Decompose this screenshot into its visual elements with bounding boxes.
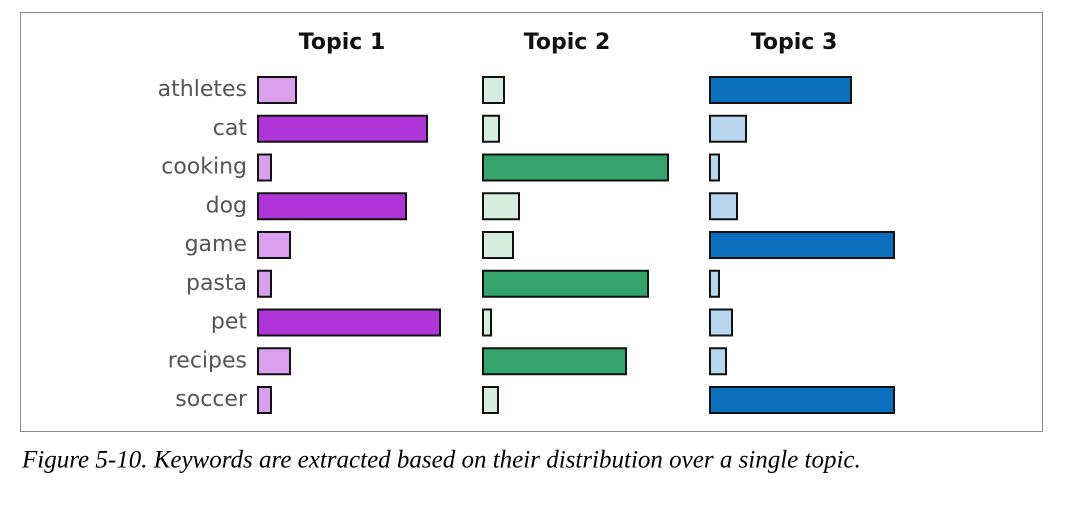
category-label: recipes: [168, 348, 247, 373]
bar: [257, 347, 291, 376]
panel-title: Topic 2: [524, 30, 611, 55]
frame: [20, 12, 1043, 432]
bar: [709, 231, 895, 259]
category-label: soccer: [175, 387, 248, 412]
bar: [482, 231, 514, 259]
category-label: dog: [206, 193, 247, 218]
bar: [257, 114, 428, 143]
category-label: pet: [211, 310, 248, 335]
bar: [257, 192, 407, 221]
bar: [482, 76, 505, 104]
bar: [482, 114, 500, 143]
bar: [482, 347, 627, 376]
bar: [709, 192, 738, 221]
bar: [257, 386, 272, 414]
bar: [709, 114, 747, 143]
bar: [709, 153, 720, 182]
bar: [482, 308, 492, 337]
category-label: game: [185, 232, 247, 257]
category-label: athletes: [158, 77, 247, 102]
bar: [482, 386, 499, 414]
bar: [257, 231, 291, 259]
caption: Figure 5-10. Keywords are extracted base…: [21, 447, 861, 474]
bar: [482, 192, 520, 221]
bar: [257, 269, 272, 298]
panel-title: Topic 1: [299, 30, 386, 55]
bar: [482, 269, 649, 298]
bar: [257, 153, 272, 182]
bar: [709, 347, 727, 376]
category-label: pasta: [186, 271, 247, 296]
category-label: cooking: [161, 155, 247, 180]
bar: [709, 269, 720, 298]
bar: [709, 76, 852, 104]
category-label: cat: [213, 116, 248, 141]
bar: [482, 153, 669, 182]
bar: [709, 386, 895, 414]
panel-title: Topic 3: [751, 30, 838, 55]
bar: [257, 76, 297, 104]
bar: [709, 308, 733, 337]
bar: [257, 308, 441, 337]
